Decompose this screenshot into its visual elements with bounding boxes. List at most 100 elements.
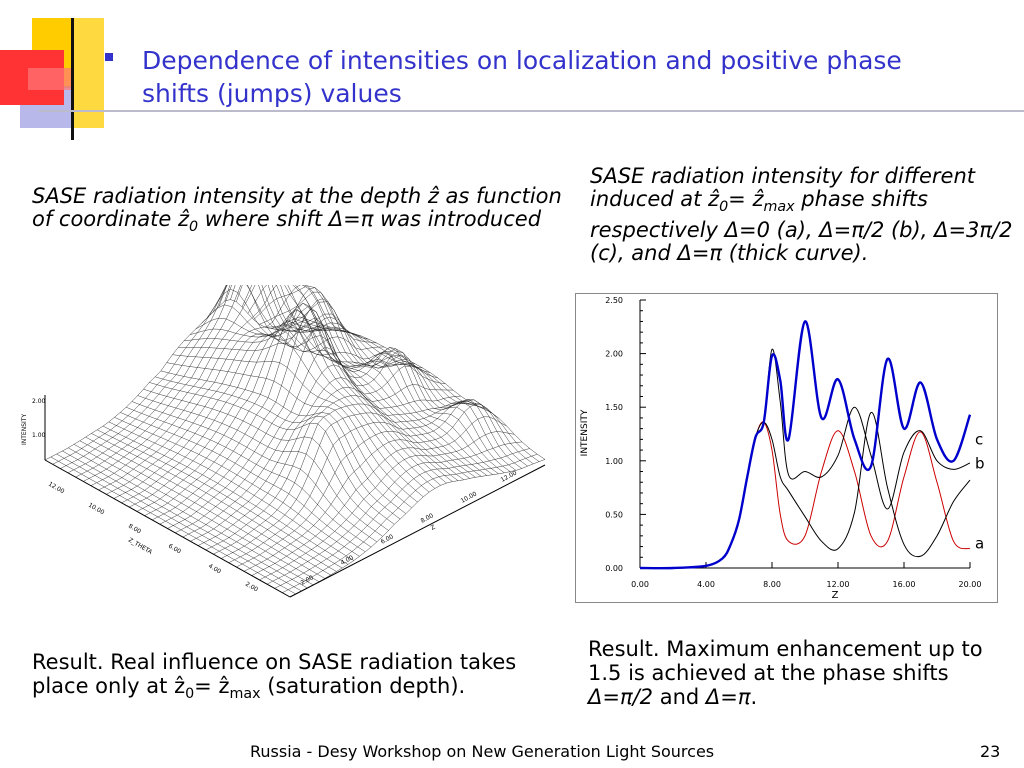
- surface-grid-line: [274, 448, 530, 589]
- title-underline: [38, 110, 1024, 112]
- curve-label-a: a: [975, 535, 984, 553]
- theta-tick-label: 4.00: [207, 563, 222, 576]
- slide-title: Dependence of intensities on localizatio…: [142, 46, 902, 108]
- chart-axes: 0.00 0.50 1.00 1.50 2.00 2.50 0.00 4.00 8.00 12.0…: [580, 296, 981, 601]
- surface-grid-line: [62, 450, 308, 589]
- surface-grid-line: [213, 401, 469, 555]
- surface-grid-line: [85, 436, 331, 576]
- z-base-axis-line: [289, 464, 546, 598]
- surface-grid-line: [149, 382, 395, 525]
- theta-tick-label: 6.00: [167, 543, 182, 556]
- surface-grid-line: [201, 304, 447, 484]
- surface-grid-line: [195, 302, 441, 486]
- surface-grid-line: [212, 285, 459, 481]
- surface-grid-line: [247, 285, 493, 475]
- surface-grid-line: [184, 324, 430, 493]
- result-right-text: Result. Maximum enhancement up to 1.5 is…: [588, 637, 983, 709]
- surface-grid-line: [121, 316, 377, 503]
- x-tick-label: 20.00: [959, 580, 982, 589]
- series-line-thick: [639, 320, 972, 570]
- theta-tick-label: 10.00: [87, 502, 106, 517]
- result-left-text: Result. Real influence on SASE radiation…: [32, 650, 517, 703]
- surface-grid-line: [126, 406, 372, 548]
- chart-curve-labels: cb a: [975, 431, 985, 553]
- corner-decoration: [0, 18, 1024, 140]
- page-number: 23: [980, 742, 1001, 761]
- y-tick-label: 2.00: [605, 350, 623, 359]
- surface-grid-line: [114, 417, 360, 557]
- surface-grid-line: [241, 285, 488, 476]
- surface-grid-line: [288, 321, 534, 464]
- theta-axis-label: Z_THETA: [127, 537, 154, 557]
- surface-grid-line: [56, 453, 302, 592]
- surface-grid-line: [102, 425, 349, 565]
- zbase-tick-label: 10.00: [460, 490, 479, 504]
- x-tick-label: 4.00: [697, 580, 715, 589]
- surface-grid-line: [131, 401, 378, 543]
- surface-grid-line: [67, 285, 324, 473]
- surface-grid-line: [166, 362, 412, 508]
- surface-mesh: [44, 285, 546, 598]
- y-tick-label: 0.00: [605, 564, 623, 573]
- title-bullet-icon: [105, 53, 113, 61]
- y-tick-label: 1.50: [605, 403, 623, 412]
- surface-grid-line: [172, 354, 418, 503]
- surface-plot-caption: SASE radiation intensity at the depth ẑ …: [32, 184, 562, 236]
- zbase-axis-label: Z: [430, 524, 437, 532]
- chart-series: [639, 320, 972, 570]
- x-tick-label: 12.00: [827, 580, 850, 589]
- y-tick-label: 2.50: [605, 296, 623, 305]
- z-tick-label: 2.00: [32, 398, 46, 405]
- surface-grid-line: [143, 388, 389, 531]
- theta-axis-line: [44, 459, 291, 598]
- surface-grid-line: [73, 444, 320, 582]
- deco-yellow-block-2: [74, 18, 104, 128]
- slide-footer: Russia - Desy Workshop on New Generation…: [250, 742, 715, 761]
- surface-grid-line: [91, 433, 337, 572]
- surface-grid-line: [79, 440, 325, 579]
- surface-grid-line: [236, 285, 482, 477]
- surface-grid-line: [98, 285, 354, 491]
- surface-grid-line: [294, 318, 540, 462]
- theta-tick-label: 12.00: [47, 481, 66, 496]
- surface-grid-line: [259, 291, 505, 473]
- surface-grid-line: [90, 285, 346, 486]
- y-tick-label: 1.00: [605, 457, 623, 466]
- x-axis-label: Z: [832, 590, 839, 601]
- surface-grid-line: [299, 316, 546, 460]
- curve-label-b: b: [975, 454, 985, 472]
- surface-grid-line: [207, 288, 453, 482]
- surface-grid-line: [137, 395, 383, 537]
- surface-grid-line: [152, 302, 408, 521]
- theta-tick-label: 8.00: [127, 523, 142, 536]
- surface-grid-line: [120, 412, 366, 552]
- surface-grid-line: [270, 313, 517, 471]
- y-tick-label: 0.50: [605, 510, 623, 519]
- line-chart-caption: SASE radiation intensity for different i…: [590, 164, 1013, 266]
- surface-grid-line: [266, 441, 523, 585]
- chart-frame: [575, 293, 998, 603]
- surface-grid-line: [155, 376, 401, 520]
- deco-vertical-rule: [71, 18, 74, 140]
- surface-grid-line: [97, 429, 343, 569]
- surface-grid-line: [182, 351, 438, 538]
- surface-grid-line: [178, 342, 424, 497]
- z-tick-label: 1.00: [32, 432, 46, 439]
- surface-grid-line: [224, 285, 470, 479]
- theta-tick-label: 2.00: [244, 581, 259, 594]
- surface-grid-line: [52, 285, 308, 465]
- deco-pink-block: [28, 68, 74, 90]
- surface-grid-line: [68, 447, 314, 586]
- intensity-line-chart: 0.00 0.50 1.00 1.50 2.00 2.50 0.00 4.00 8.00 12.0…: [575, 293, 998, 603]
- surface-grid-line: [160, 370, 407, 514]
- x-tick-label: 8.00: [763, 580, 781, 589]
- curve-label-c: c: [975, 431, 983, 449]
- surface-grid-line: [253, 285, 499, 474]
- x-tick-label: 0.00: [631, 580, 649, 589]
- surface-grid-line: [108, 421, 354, 561]
- z-axis-label: INTENSITY: [21, 414, 28, 445]
- intensity-surface-plot: INTENSITY 2.00 1.00 12.00 10.00 8.00 6.0…: [21, 285, 546, 598]
- surface-grid-line: [265, 301, 511, 472]
- x-tick-label: 16.00: [893, 580, 916, 589]
- surface-grid-line: [60, 285, 316, 469]
